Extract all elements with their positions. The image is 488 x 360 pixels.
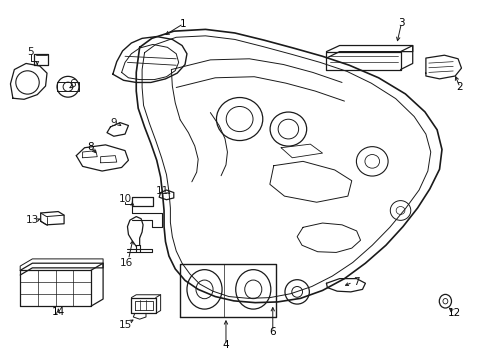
Text: 10: 10: [118, 194, 131, 204]
Text: 1: 1: [180, 19, 186, 29]
Text: 13: 13: [26, 215, 39, 225]
Text: 14: 14: [52, 307, 65, 317]
Text: 9: 9: [110, 118, 117, 128]
Text: 4: 4: [222, 340, 229, 350]
Text: 6: 6: [269, 327, 276, 337]
Text: 3: 3: [397, 18, 404, 28]
Text: 7: 7: [353, 277, 359, 287]
Text: 2: 2: [456, 82, 463, 93]
Text: 15: 15: [118, 320, 131, 330]
Text: 16: 16: [120, 258, 133, 268]
Text: 11: 11: [156, 186, 169, 197]
Text: 6: 6: [69, 79, 76, 89]
Text: 5: 5: [27, 46, 34, 57]
Text: 12: 12: [447, 308, 460, 318]
Text: 8: 8: [87, 142, 94, 152]
